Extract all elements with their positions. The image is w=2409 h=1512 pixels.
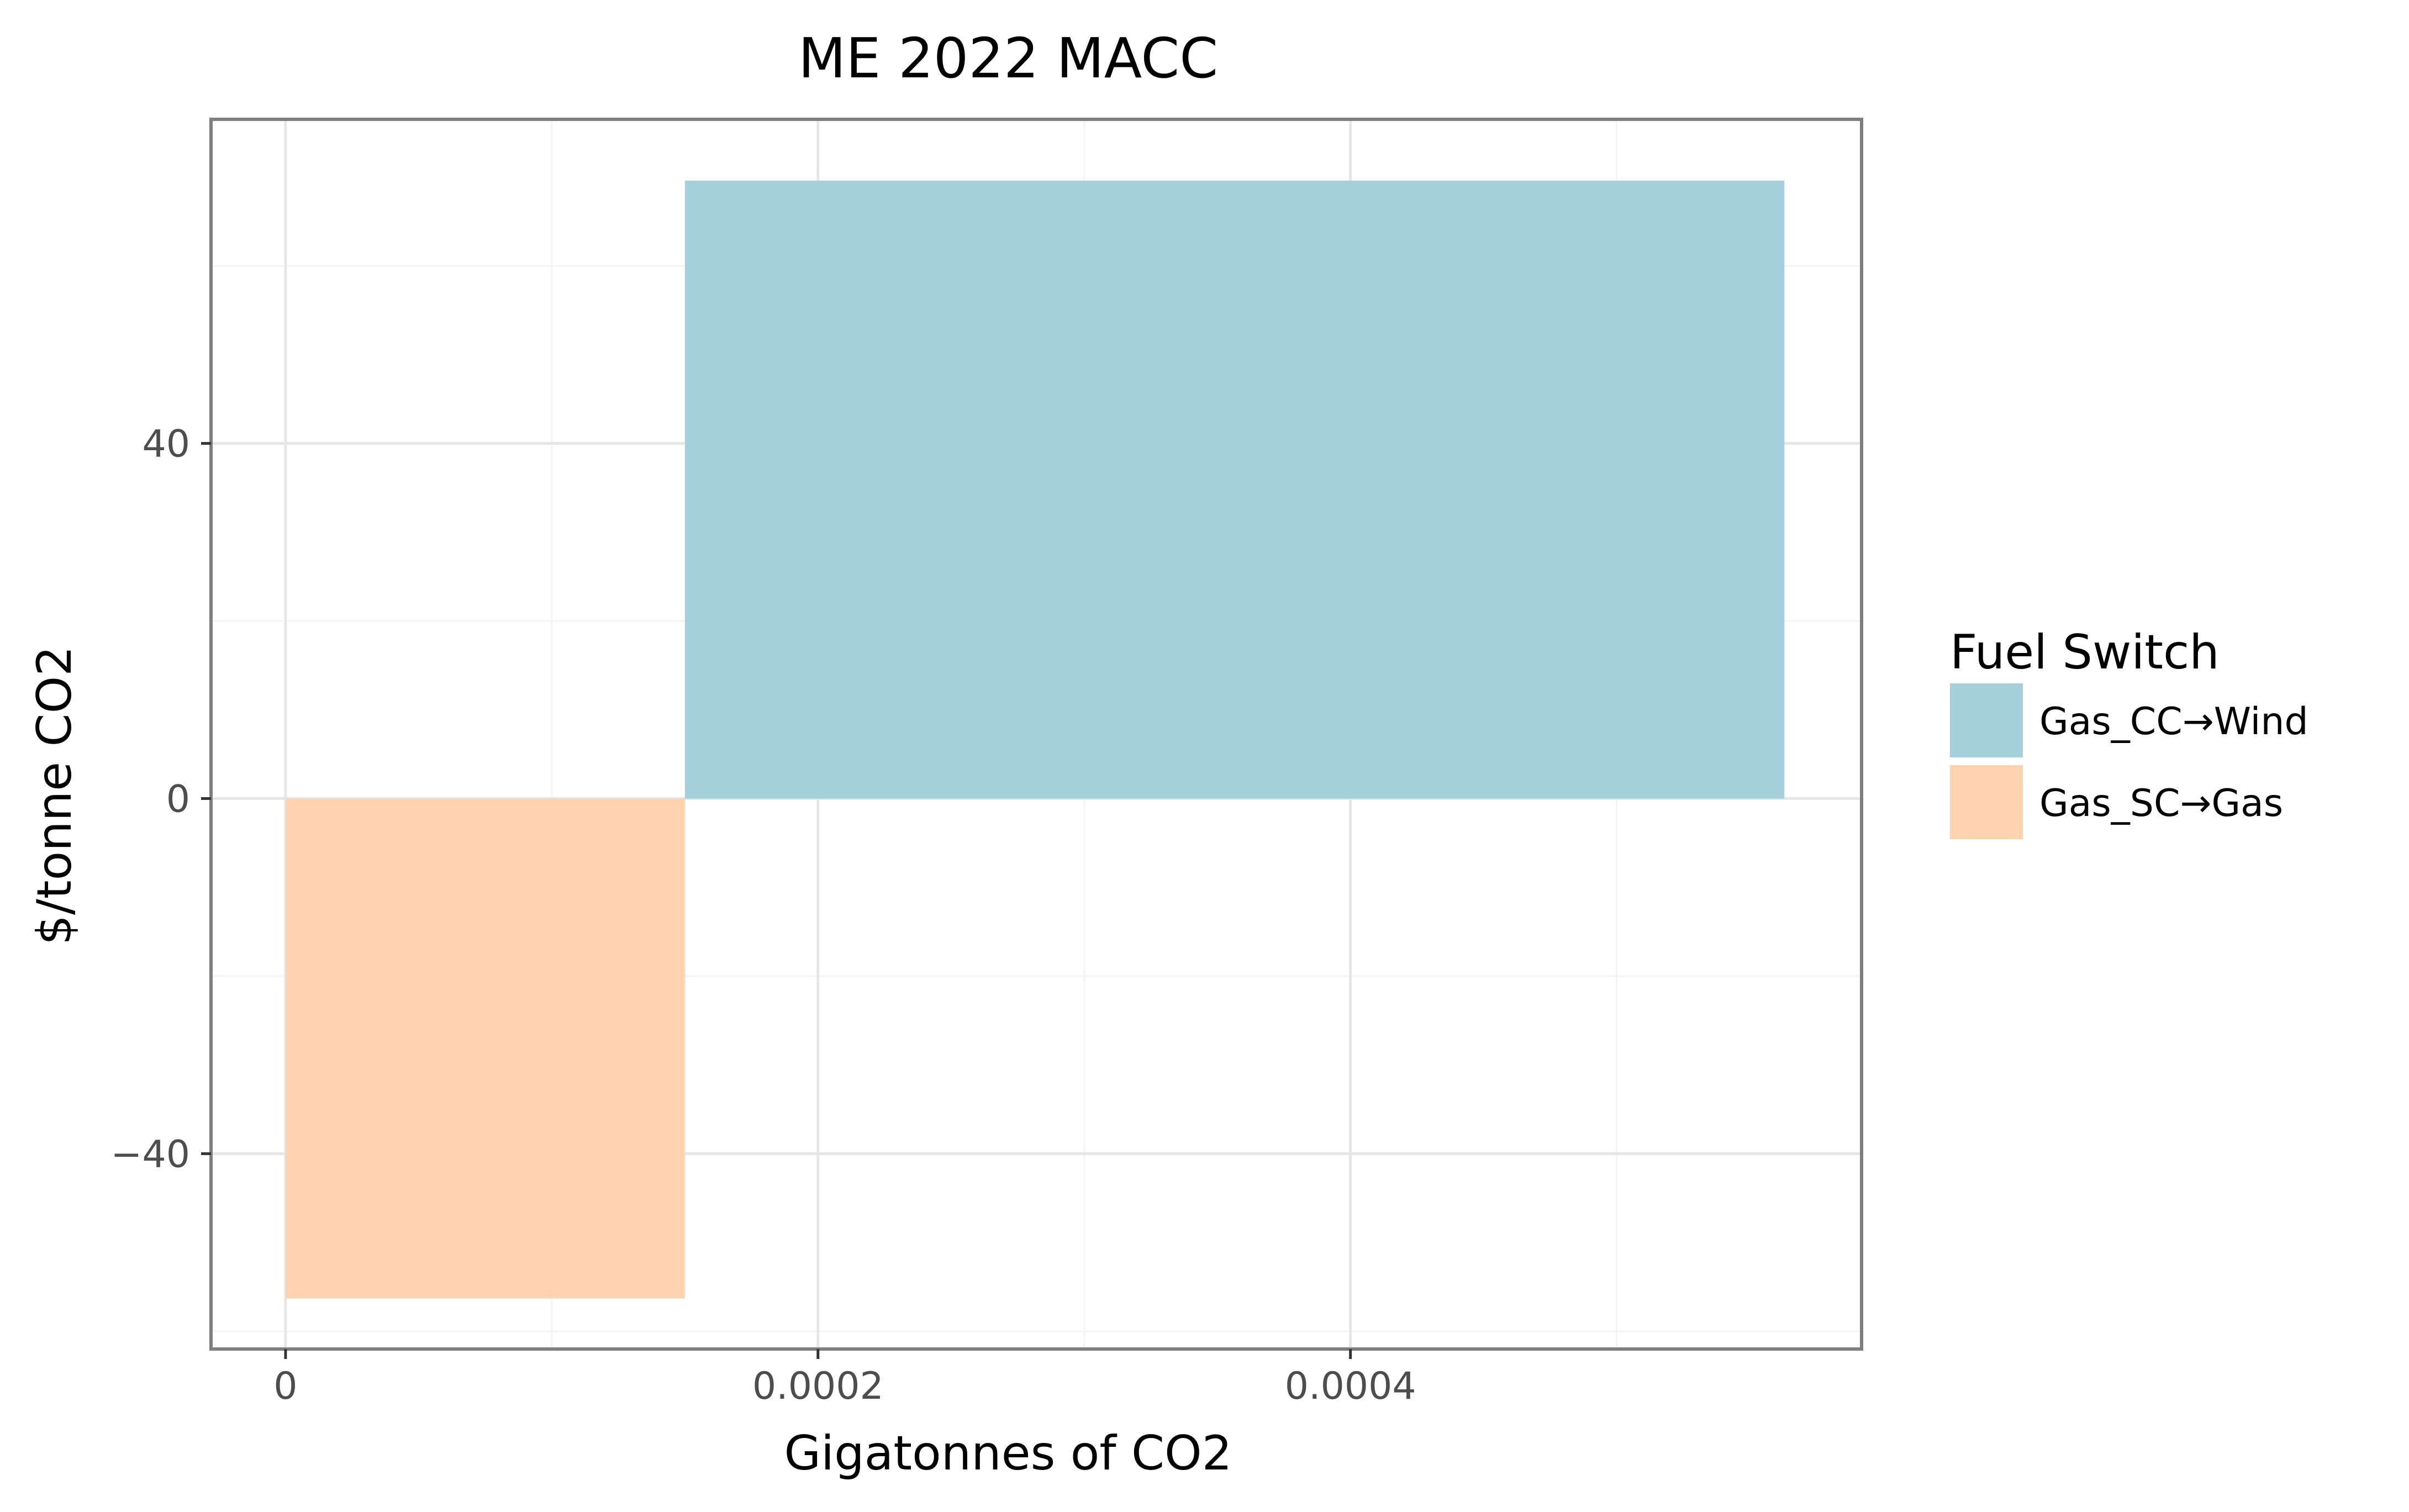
- y-tick-label: −40: [110, 1132, 190, 1176]
- y-tick-label: 40: [142, 423, 190, 466]
- x-tick-label: 0: [273, 1365, 297, 1408]
- y-axis-title: $/tonne CO2: [27, 646, 82, 945]
- y-tick-label: 0: [166, 778, 190, 821]
- legend-entries: Gas_CC→Wind Gas_SC→Gas: [1950, 683, 2308, 839]
- legend-title: Fuel Switch: [1950, 625, 2220, 680]
- legend-label: Gas_SC→Gas: [2039, 782, 2283, 825]
- bar: [684, 180, 1785, 799]
- bars: [285, 180, 1785, 1299]
- x-tick-label: 0.0002: [752, 1365, 884, 1408]
- x-axis-title: Gigatonnes of CO2: [784, 1426, 1232, 1481]
- plot-border: [209, 118, 1863, 1351]
- chart-title: ME 2022 MACC: [798, 26, 1218, 91]
- axis-ticks: 0 0.0002 0.0004 −40 0 40: [110, 423, 1416, 1408]
- legend: Fuel Switch Gas_CC→Wind Gas_SC→Gas: [1950, 625, 2308, 839]
- legend-swatch: [1950, 765, 2023, 839]
- legend-swatch: [1950, 683, 2023, 757]
- bar: [285, 798, 685, 1299]
- legend-label: Gas_CC→Wind: [2039, 700, 2308, 744]
- x-tick-label: 0.0004: [1285, 1365, 1416, 1408]
